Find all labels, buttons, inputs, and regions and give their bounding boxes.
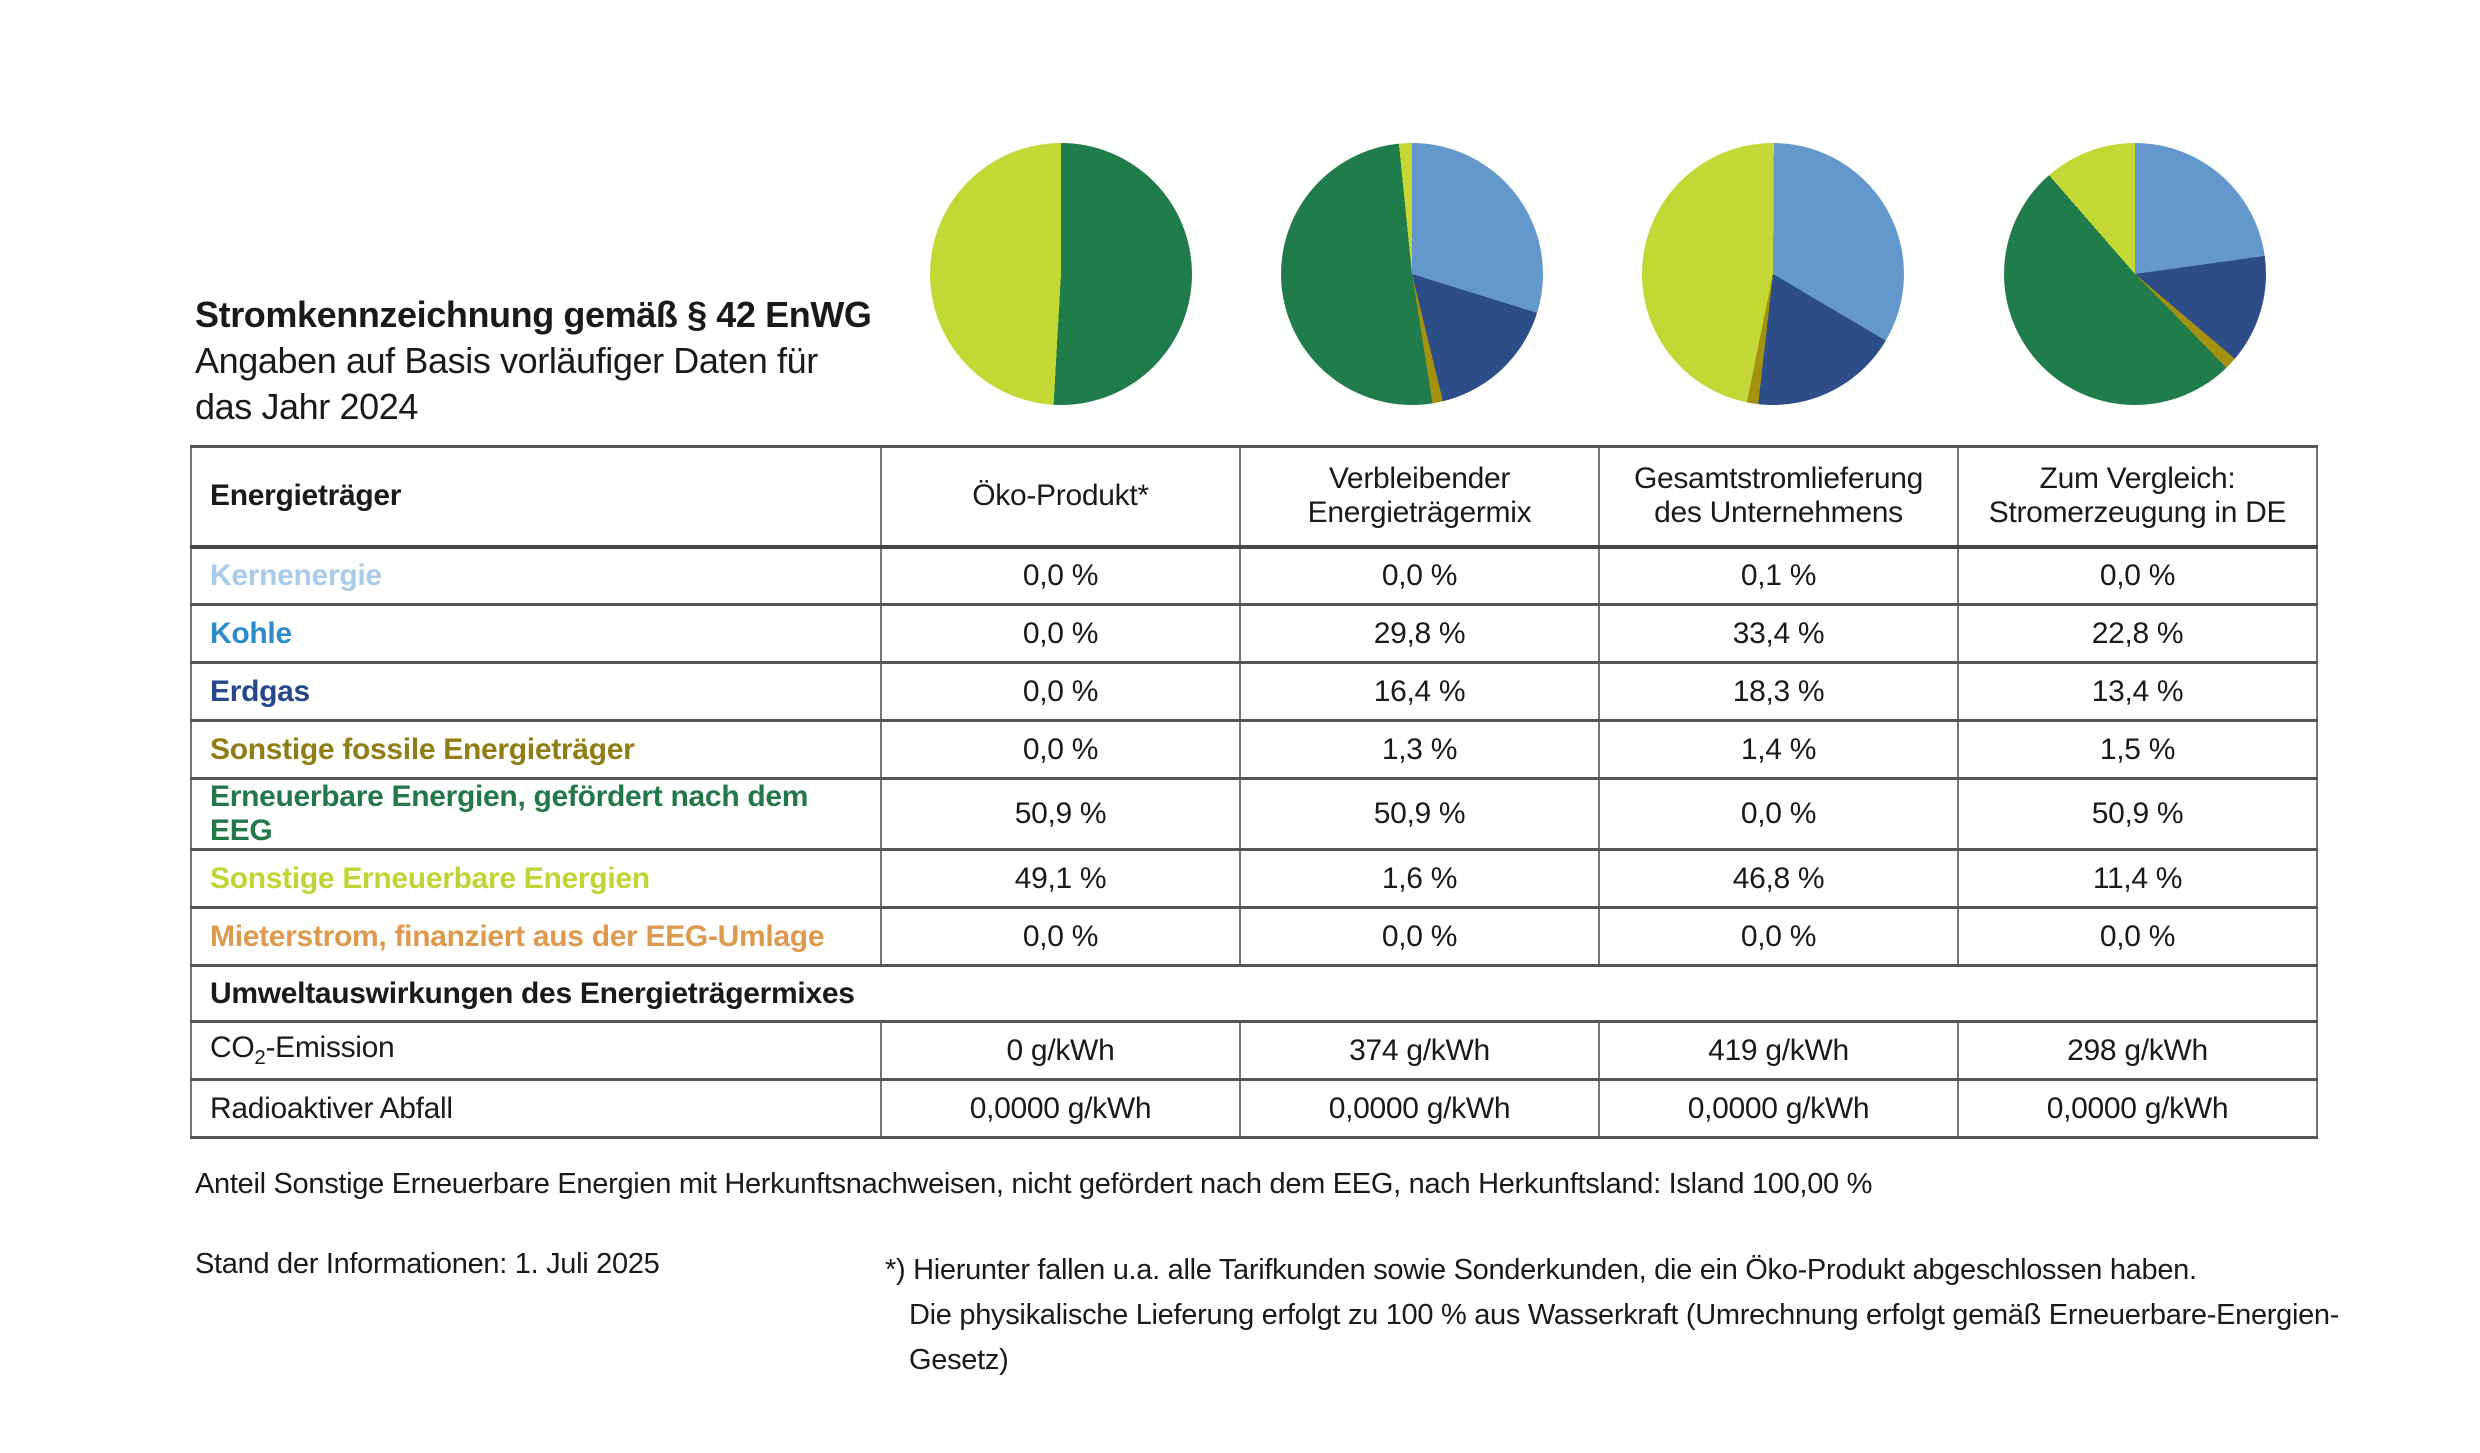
herkunftsnachweis-note: Anteil Sonstige Erneuerbare Energien mit… [195,1168,1873,1200]
value-eeg-de: 50,9 % [1957,778,2318,850]
value-mieterstrom-oeko: 0,0 % [880,907,1241,966]
value-erdgas-oeko: 0,0 % [880,662,1241,721]
value-erdgas-de: 13,4 % [1957,662,2318,721]
column-header-vergleich-de: Zum Vergleich: Stromerzeugung in DE [1957,446,2318,547]
value-sonstige-ee-de: 11,4 % [1957,849,2318,908]
table-row-sonstige-fossile: Sonstige fossile Energieträger 0,0 % 1,3… [190,720,2318,779]
row-label-kernenergie: Kernenergie [190,546,882,605]
row-label-mieterstrom: Mieterstrom, finanziert aus der EEG-Umla… [190,907,882,966]
value-fossile-verbleibend: 1,3 % [1239,720,1600,779]
row-label-radioaktiver-abfall: Radioaktiver Abfall [190,1079,882,1138]
page-subtitle-line1: Angaben auf Basis vorläufiger Daten für [195,340,818,382]
energy-mix-table: Energieträger Öko-Produkt* Verbleibender… [190,445,2318,1139]
env-section-title: Umweltauswirkungen des Energieträgermixe… [190,965,2318,1022]
title-block: Stromkennzeichnung gemäß § 42 EnWG Angab… [195,292,955,430]
footnote-line1: *) Hierunter fallen u.a. alle Tarifkunde… [885,1254,2197,1286]
oeko-produkt-footnote: *) Hierunter fallen u.a. alle Tarifkunde… [885,1248,2345,1383]
table-header-row: Energieträger Öko-Produkt* Verbleibender… [190,446,2318,547]
value-fossile-de: 1,5 % [1957,720,2318,779]
value-co2-gesamt: 419 g/kWh [1598,1021,1959,1080]
row-label-erdgas: Erdgas [190,662,882,721]
table-row-co2-emission: CO2-Emission 0 g/kWh 374 g/kWh 419 g/kWh… [190,1021,2318,1080]
value-co2-oeko: 0 g/kWh [880,1021,1241,1080]
value-eeg-gesamt: 0,0 % [1598,778,1959,850]
value-kohle-gesamt: 33,4 % [1598,604,1959,663]
column-header-oeko-produkt: Öko-Produkt* [880,446,1241,547]
value-co2-verbleibend: 374 g/kWh [1239,1021,1600,1080]
co2-subscript: 2 [254,1047,266,1069]
table-row-erdgas: Erdgas 0,0 % 16,4 % 18,3 % 13,4 % [190,662,2318,721]
row-label-sonstige-fossile: Sonstige fossile Energieträger [190,720,882,779]
table-row-radioaktiver-abfall: Radioaktiver Abfall 0,0000 g/kWh 0,0000 … [190,1079,2318,1138]
value-kernenergie-de: 0,0 % [1957,546,2318,605]
value-mieterstrom-gesamt: 0,0 % [1598,907,1959,966]
value-eeg-verbleibend: 50,9 % [1239,778,1600,850]
table-row-kohle: Kohle 0,0 % 29,8 % 33,4 % 22,8 % [190,604,2318,663]
column-header-energietraeger: Energieträger [190,446,882,547]
env-section-header-row: Umweltauswirkungen des Energieträgermixe… [190,965,2318,1022]
value-erdgas-verbleibend: 16,4 % [1239,662,1600,721]
pie-chart-oeko-produkt [930,143,1192,405]
value-mieterstrom-verbleibend: 0,0 % [1239,907,1600,966]
value-kernenergie-gesamt: 0,1 % [1598,546,1959,605]
value-abfall-de: 0,0000 g/kWh [1957,1079,2318,1138]
page-subtitle-line2: das Jahr 2024 [195,386,418,428]
value-kohle-verbleibend: 29,8 % [1239,604,1600,663]
value-abfall-oeko: 0,0000 g/kWh [880,1079,1241,1138]
table-row-sonstige-erneuerbare: Sonstige Erneuerbare Energien 49,1 % 1,6… [190,849,2318,908]
table-row-erneuerbare-eeg: Erneuerbare Energien, gefördert nach dem… [190,778,2318,850]
value-kernenergie-oeko: 0,0 % [880,546,1241,605]
pie-chart-stromerzeugung-de [2004,143,2266,405]
value-mieterstrom-de: 0,0 % [1957,907,2318,966]
value-abfall-gesamt: 0,0000 g/kWh [1598,1079,1959,1138]
row-label-co2-emission: CO2-Emission [190,1021,882,1080]
footnote-line2: Die physikalische Lieferung erfolgt zu 1… [909,1298,2340,1376]
value-eeg-oeko: 50,9 % [880,778,1241,850]
pie-chart-gesamtstromlieferung [1642,143,1904,405]
value-fossile-gesamt: 1,4 % [1598,720,1959,779]
value-sonstige-ee-verbleibend: 1,6 % [1239,849,1600,908]
row-label-kohle: Kohle [190,604,882,663]
stand-der-informationen: Stand der Informationen: 1. Juli 2025 [195,1248,660,1280]
column-header-gesamtstromlieferung: Gesamtstromlieferung des Unternehmens [1598,446,1959,547]
value-kernenergie-verbleibend: 0,0 % [1239,546,1600,605]
table-row-kernenergie: Kernenergie 0,0 % 0,0 % 0,1 % 0,0 % [190,546,2318,605]
page-title: Stromkennzeichnung gemäß § 42 EnWG [195,294,872,335]
value-abfall-verbleibend: 0,0000 g/kWh [1239,1079,1600,1138]
column-header-verbleibender-mix: Verbleibender Energieträgermix [1239,446,1600,547]
value-sonstige-ee-oeko: 49,1 % [880,849,1241,908]
value-erdgas-gesamt: 18,3 % [1598,662,1959,721]
value-co2-de: 298 g/kWh [1957,1021,2318,1080]
value-fossile-oeko: 0,0 % [880,720,1241,779]
table-row-mieterstrom: Mieterstrom, finanziert aus der EEG-Umla… [190,907,2318,966]
row-label-erneuerbare-eeg: Erneuerbare Energien, gefördert nach dem… [190,778,882,850]
value-sonstige-ee-gesamt: 46,8 % [1598,849,1959,908]
pie-chart-verbleibender-mix [1281,143,1543,405]
value-kohle-oeko: 0,0 % [880,604,1241,663]
value-kohle-de: 22,8 % [1957,604,2318,663]
row-label-sonstige-erneuerbare: Sonstige Erneuerbare Energien [190,849,882,908]
